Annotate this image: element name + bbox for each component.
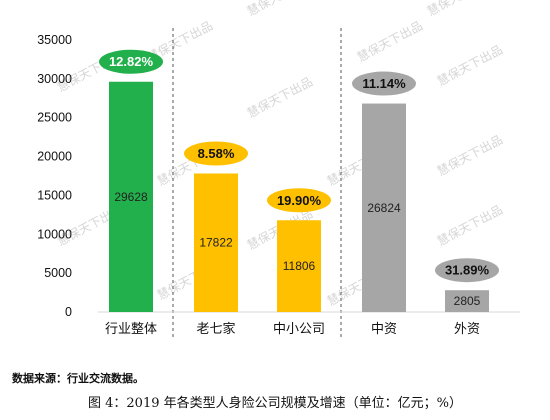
growth-rate-label: 12.82% [109, 54, 154, 69]
watermark-text: 慧保天下出品 [354, 18, 425, 65]
bar-value-label: 11806 [283, 259, 316, 273]
category-label: 行业整体 [105, 322, 157, 337]
y-tick-label: 0 [65, 305, 72, 319]
category-label: 中资 [371, 322, 397, 337]
watermark-text: 慧保天下出品 [434, 202, 505, 249]
bar-series [98, 81, 520, 313]
category-label: 老七家 [196, 321, 235, 337]
x-axis-labels: 行业整体 老七家 中小公司 中资 外资 [105, 321, 480, 337]
y-tick-label: 35000 [37, 33, 72, 47]
bar [109, 81, 153, 313]
bar [445, 290, 489, 312]
bar-value-label: 2805 [454, 294, 481, 308]
bar-value-label: 29628 [114, 190, 148, 204]
growth-badge [352, 71, 416, 96]
bar [194, 173, 238, 312]
growth-rate-label: 11.14% [362, 76, 406, 91]
watermark-text: 慧保天下出品 [434, 132, 505, 179]
value-labels: 29628 17822 11806 26824 2805 [114, 190, 480, 308]
watermark-text: 慧保天下出品 [424, 0, 495, 19]
growth-rate-label: 31.89% [445, 263, 490, 278]
growth-rate-label: 19.90% [277, 193, 322, 208]
category-label: 外资 [454, 322, 480, 337]
watermark-text: 慧保天下出品 [244, 74, 315, 121]
figure-caption: 图 4：2019 年各类型人身险公司规模及增速（单位：亿元；%） [88, 396, 462, 411]
bar [277, 220, 321, 312]
y-tick-label: 20000 [37, 150, 72, 164]
bar-value-label: 26824 [367, 201, 401, 215]
growth-badge [184, 141, 248, 166]
group-dividers [172, 28, 342, 340]
watermark-text: 慧保天下出品 [244, 0, 315, 19]
data-source-note: 数据来源：行业交流数据。 [12, 372, 144, 385]
growth-badge [435, 258, 499, 283]
growth-badge [267, 188, 331, 213]
bar [362, 103, 406, 312]
watermark-text: 慧保天下出品 [434, 42, 505, 89]
category-label: 中小公司 [273, 322, 325, 337]
bar-value-label: 17822 [199, 236, 233, 250]
y-tick-label: 15000 [37, 188, 72, 202]
y-tick-label: 25000 [37, 111, 72, 125]
growth-badges: 12.82% 8.58% 19.90% 11.14% 31.89% [99, 49, 499, 283]
growth-rate-label: 8.58% [198, 146, 235, 161]
y-tick-label: 30000 [37, 72, 72, 86]
y-tick-label: 5000 [44, 266, 72, 280]
y-axis: 0 5000 10000 15000 20000 25000 30000 35000 [37, 33, 72, 319]
y-tick-label: 10000 [37, 227, 72, 241]
growth-badge [99, 49, 163, 74]
